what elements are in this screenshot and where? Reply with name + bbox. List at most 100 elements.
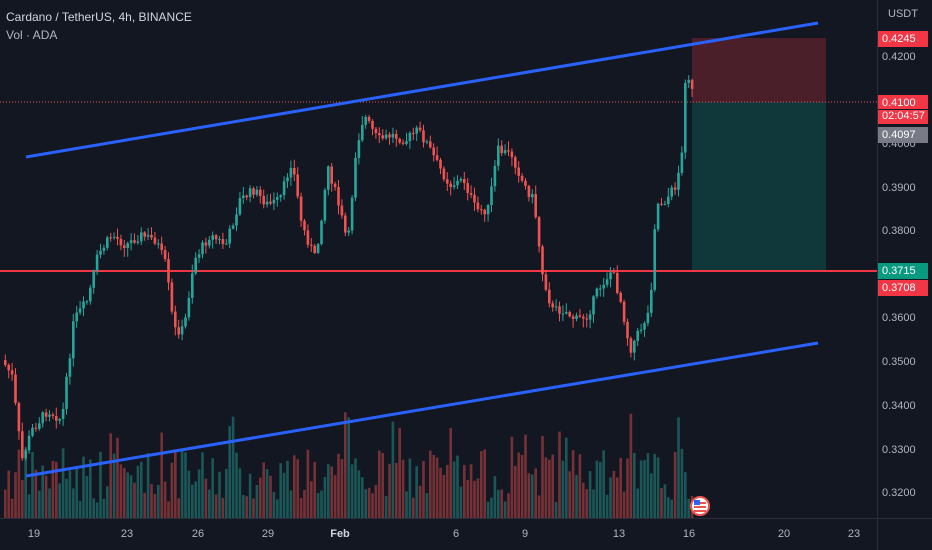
- candle-body: [446, 179, 449, 184]
- volume-bar: [510, 436, 514, 518]
- candle-body: [228, 228, 231, 244]
- volume-bar: [565, 437, 568, 518]
- price-tick: 0.3400: [882, 400, 916, 412]
- volume-bar: [534, 468, 537, 518]
- candle-body: [218, 239, 221, 241]
- volume-bar: [95, 502, 99, 518]
- volume-bar: [89, 459, 92, 518]
- candle-body: [639, 329, 643, 331]
- volume-bar: [259, 477, 262, 518]
- candle-body: [323, 189, 327, 221]
- candle-body: [636, 330, 639, 341]
- candle-body: [650, 289, 653, 313]
- candle-body: [660, 203, 663, 205]
- candle-body: [116, 236, 119, 239]
- volume-bar: [38, 490, 41, 518]
- candle-body: [293, 167, 296, 175]
- time-tick: 20: [777, 528, 791, 540]
- volume-bar: [245, 496, 248, 518]
- candle-body: [95, 254, 99, 271]
- candle-body: [558, 306, 561, 314]
- candle-body: [61, 408, 65, 419]
- candle-body: [422, 130, 425, 143]
- take-profit-zone[interactable]: [692, 102, 826, 270]
- candle-body: [633, 340, 636, 353]
- candle-body: [616, 272, 619, 293]
- candle-body: [378, 133, 381, 136]
- volume-bar: [361, 477, 364, 518]
- volume-bar: [541, 435, 544, 518]
- volume-bar: [194, 481, 197, 518]
- volume-legend[interactable]: Vol · ADA: [6, 28, 58, 42]
- candle-body: [160, 243, 163, 251]
- candle-body: [371, 120, 374, 129]
- candle-body: [51, 414, 55, 417]
- candle-body: [140, 232, 143, 242]
- symbol-title[interactable]: Cardano / TetherUS, 4h, BINANCE: [6, 10, 192, 24]
- volume-bar: [255, 484, 259, 518]
- volume-bar: [184, 452, 187, 518]
- candle-body: [667, 196, 670, 204]
- candle-body: [670, 187, 673, 197]
- volume-bar: [429, 450, 432, 518]
- volume-bar: [48, 488, 51, 518]
- candle-body: [548, 289, 551, 304]
- volume-bar: [72, 488, 75, 518]
- candle-body: [242, 195, 245, 199]
- candle-body: [282, 181, 286, 196]
- volume-bar: [262, 462, 265, 518]
- volume-bar: [140, 461, 143, 518]
- candle-body: [680, 152, 684, 173]
- volume-bar: [520, 454, 524, 518]
- volume-bar: [548, 459, 551, 518]
- candle-body: [306, 230, 310, 245]
- volume-bar: [602, 450, 605, 518]
- volume-bar: [524, 434, 527, 518]
- volume-bar: [418, 485, 422, 518]
- stop-price-tag: 0.4245: [878, 31, 928, 47]
- candle-body: [136, 241, 140, 243]
- volume-bar: [592, 489, 595, 518]
- candle-body: [663, 203, 667, 205]
- candle-body: [279, 195, 282, 198]
- volume-bar: [235, 452, 238, 518]
- candle-body: [272, 199, 276, 204]
- volume-bar: [680, 448, 684, 518]
- volume-bar: [354, 458, 357, 518]
- volume-bar: [395, 463, 398, 518]
- candle-body: [469, 193, 473, 195]
- volume-bar: [126, 472, 129, 518]
- stop-loss-zone[interactable]: [692, 38, 826, 102]
- candle-body: [381, 135, 384, 139]
- volume-bar: [211, 458, 214, 518]
- channel-upper-line[interactable]: [25, 21, 819, 159]
- volume-bar: [636, 488, 639, 518]
- volume-bar: [65, 478, 68, 518]
- candle-body: [320, 220, 323, 245]
- price-tick: 0.3800: [882, 225, 916, 237]
- volume-bar: [106, 486, 109, 518]
- candle-body: [163, 250, 167, 260]
- candle-body: [500, 145, 503, 154]
- volume-bar: [469, 464, 473, 518]
- volume-bar: [109, 433, 112, 518]
- candle-body: [425, 141, 429, 143]
- candle-body: [7, 365, 10, 371]
- volume-bar: [497, 489, 500, 518]
- candle-body: [109, 237, 112, 239]
- volume-bar: [146, 453, 150, 518]
- volume-bar: [435, 457, 439, 518]
- candle-body: [340, 205, 344, 216]
- volume-bar: [456, 455, 459, 518]
- candle-body: [456, 180, 459, 186]
- volume-bar: [17, 449, 21, 518]
- candle-body: [197, 254, 201, 258]
- channel-lower-line[interactable]: [25, 341, 819, 478]
- candle-body: [384, 134, 388, 139]
- price-tick: 0.3900: [882, 182, 916, 194]
- volume-bar: [408, 458, 412, 518]
- time-tick: 13: [612, 528, 626, 540]
- us-flag-icon[interactable]: [690, 496, 710, 516]
- volume-bar: [476, 478, 480, 518]
